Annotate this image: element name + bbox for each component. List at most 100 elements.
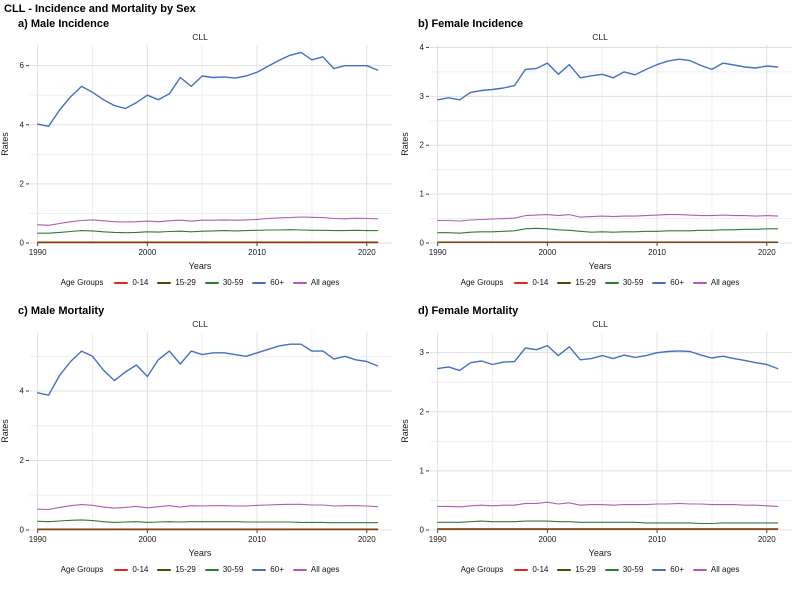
panel-subtitle: CLL xyxy=(192,319,208,329)
legend-line-swatch-icon xyxy=(514,568,529,571)
x-axis-label: Years xyxy=(588,261,612,271)
y-axis-label: Rates xyxy=(400,419,410,443)
y-tick-label: 2 xyxy=(20,179,25,188)
legend-item-label: 30-59 xyxy=(222,565,244,574)
legend-item: All ages xyxy=(692,278,740,287)
legend-item-label: 0-14 xyxy=(532,565,549,574)
legend-line-swatch-icon xyxy=(692,568,707,571)
legend-line-swatch-icon xyxy=(204,568,219,571)
x-tick-label: 1990 xyxy=(429,248,447,257)
legend-item: 60+ xyxy=(252,565,284,574)
panel-male-mortality: c) Male Mortality CLL 1990 2000 2010 2020 0 2… xyxy=(0,303,400,590)
y-tick-label: 4 xyxy=(20,120,25,129)
legend-line-swatch-icon xyxy=(204,281,219,284)
y-tick-label: 3 xyxy=(420,348,425,357)
y-tick-label: 2 xyxy=(420,141,425,150)
legend-item-label: 15-29 xyxy=(575,278,596,287)
legend-item-label: 60+ xyxy=(270,565,284,574)
legend-item: 0-14 xyxy=(114,278,148,287)
legend-item: 60+ xyxy=(252,278,284,287)
legend-item: 15-29 xyxy=(157,565,196,574)
legend-item-label: 60+ xyxy=(670,278,684,287)
series-line-60+ xyxy=(37,343,379,396)
series-line-60+ xyxy=(37,51,379,128)
legend-item-label: 30-59 xyxy=(222,278,244,287)
legend: Age Groups 0-14 15-29 30-59 60+ All ages xyxy=(0,565,400,574)
line-chart-female-mortality: 1990 2000 2010 2020 0 1 2 3 Rates xyxy=(400,332,792,544)
x-tick-label: 2020 xyxy=(758,248,776,257)
x-tick-label: 2010 xyxy=(648,535,666,544)
y-tick-label: 1 xyxy=(420,190,425,199)
y-tick-label: 1 xyxy=(420,466,425,475)
y-tick-label: 4 xyxy=(420,43,425,52)
y-tick-label: 0 xyxy=(420,239,425,248)
legend-item: 30-59 xyxy=(204,565,244,574)
panel-title-male-mortality: c) Male Mortality xyxy=(18,305,105,317)
y-tick-label: 2 xyxy=(420,407,425,416)
legend-item: All ages xyxy=(292,278,340,287)
x-axis-label: Years xyxy=(188,548,212,558)
legend-line-swatch-icon xyxy=(292,281,307,284)
page-title: CLL - Incidence and Mortality by Sex xyxy=(4,3,196,15)
y-tick-label: 0 xyxy=(420,526,425,535)
legend-item: 0-14 xyxy=(514,565,548,574)
legend: Age Groups 0-14 15-29 30-59 60+ All ages xyxy=(400,565,800,574)
x-tick-label: 2010 xyxy=(248,535,266,544)
panel-male-incidence: a) Male Incidence CLL 1990 2000 2010 2020 0 2… xyxy=(0,16,400,303)
legend-line-swatch-icon xyxy=(292,568,307,571)
x-tick-label: 2000 xyxy=(138,535,156,544)
legend-line-swatch-icon xyxy=(604,568,619,571)
x-tick-label: 1990 xyxy=(429,535,447,544)
series-line-All ages xyxy=(37,503,379,511)
panel-subtitle: CLL xyxy=(592,319,608,329)
line-chart-male-mortality: 1990 2000 2010 2020 0 2 4 Rates xyxy=(0,332,392,544)
legend-item-label: 0-14 xyxy=(132,278,149,287)
chart-grid: a) Male Incidence CLL 1990 2000 2010 2020 0 2… xyxy=(0,16,800,590)
y-tick-label: 3 xyxy=(420,92,425,101)
legend-item: 0-14 xyxy=(514,278,548,287)
y-axis-label: Rates xyxy=(400,132,410,156)
legend-item: All ages xyxy=(692,565,740,574)
series-line-30-59 xyxy=(437,520,779,525)
panel-female-mortality: d) Female Mortality CLL 1990 2000 2010 2020… xyxy=(400,303,800,590)
y-tick-label: 4 xyxy=(20,387,25,396)
legend-item: 15-29 xyxy=(557,565,596,574)
legend-item-label: All ages xyxy=(710,278,740,287)
series-line-30-59 xyxy=(37,519,379,524)
line-chart-male-incidence: 1990 2000 2010 2020 0 2 4 6 Rates xyxy=(0,45,392,257)
legend-item-label: All ages xyxy=(310,565,340,574)
x-tick-label: 1990 xyxy=(29,535,47,544)
legend-item-label: 15-29 xyxy=(175,278,196,287)
x-tick-label: 1990 xyxy=(29,248,47,257)
legend-line-swatch-icon xyxy=(114,281,129,284)
x-axis-label: Years xyxy=(588,548,612,558)
y-axis-label: Rates xyxy=(0,132,10,156)
legend-line-swatch-icon xyxy=(252,281,267,284)
legend-item-label: All ages xyxy=(310,278,340,287)
x-tick-label: 2020 xyxy=(358,535,376,544)
legend-line-swatch-icon xyxy=(557,281,572,284)
legend-line-swatch-icon xyxy=(652,568,667,571)
series-line-60+ xyxy=(437,58,779,101)
legend-item-label: 15-29 xyxy=(575,565,596,574)
x-tick-label: 2000 xyxy=(538,535,556,544)
series-line-30-59 xyxy=(37,229,379,234)
legend-title: Age Groups xyxy=(60,278,104,287)
legend-line-swatch-icon xyxy=(692,281,707,284)
legend-item-label: All ages xyxy=(710,565,740,574)
legend-item: 30-59 xyxy=(604,278,643,287)
x-tick-label: 2020 xyxy=(358,248,376,257)
legend-title: Age Groups xyxy=(460,278,504,287)
x-tick-label: 2000 xyxy=(538,248,556,257)
legend-title: Age Groups xyxy=(460,565,504,574)
x-tick-label: 2000 xyxy=(138,248,156,257)
legend-item-label: 0-14 xyxy=(532,278,549,287)
panel-subtitle: CLL xyxy=(592,32,608,42)
legend-line-swatch-icon xyxy=(114,568,129,571)
series-line-30-59 xyxy=(437,227,779,234)
x-tick-label: 2010 xyxy=(248,248,266,257)
series-line-All ages xyxy=(437,214,779,222)
legend-item-label: 15-29 xyxy=(175,565,196,574)
legend-item: 30-59 xyxy=(204,278,244,287)
legend-title: Age Groups xyxy=(60,565,104,574)
